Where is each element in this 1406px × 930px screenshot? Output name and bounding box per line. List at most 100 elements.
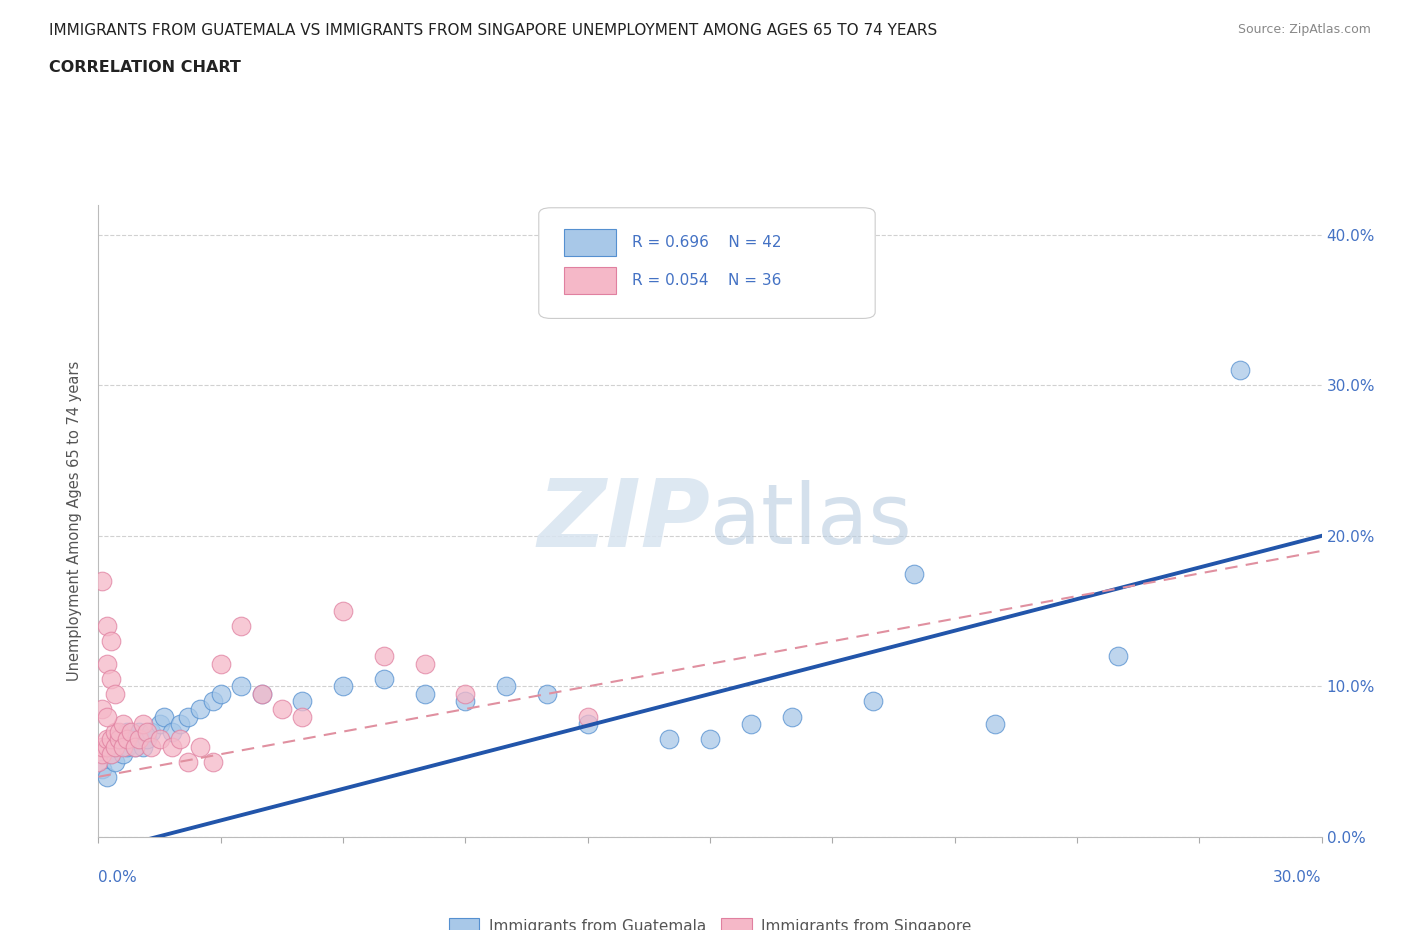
Point xyxy=(188,739,212,754)
Point xyxy=(108,724,131,739)
Point xyxy=(96,732,118,747)
Point xyxy=(658,732,681,747)
Point xyxy=(201,754,224,769)
Text: R = 0.696    N = 42: R = 0.696 N = 42 xyxy=(631,235,782,250)
Point xyxy=(231,618,253,633)
Point xyxy=(413,657,436,671)
Point xyxy=(104,739,127,754)
Point xyxy=(96,709,118,724)
Point xyxy=(87,754,110,769)
Point xyxy=(100,747,122,762)
Text: atlas: atlas xyxy=(710,480,911,562)
Point xyxy=(149,717,172,732)
Text: IMMIGRANTS FROM GUATEMALA VS IMMIGRANTS FROM SINGAPORE UNEMPLOYMENT AMONG AGES 6: IMMIGRANTS FROM GUATEMALA VS IMMIGRANTS … xyxy=(49,23,938,38)
Point xyxy=(413,686,436,701)
Point xyxy=(132,739,155,754)
Point xyxy=(209,657,232,671)
Text: 0.0%: 0.0% xyxy=(98,870,138,884)
Point xyxy=(188,701,212,716)
Point xyxy=(96,657,118,671)
Point xyxy=(177,709,200,724)
Point xyxy=(780,709,803,724)
Point xyxy=(1229,363,1251,378)
Point xyxy=(120,724,142,739)
Point xyxy=(100,747,122,762)
Point xyxy=(100,634,122,649)
Point xyxy=(111,717,134,732)
Point xyxy=(495,679,517,694)
Legend: Immigrants from Guatemala, Immigrants from Singapore: Immigrants from Guatemala, Immigrants fr… xyxy=(443,911,977,930)
Point xyxy=(576,709,599,724)
Text: R = 0.054    N = 36: R = 0.054 N = 36 xyxy=(631,273,782,288)
Point xyxy=(91,574,114,589)
Point xyxy=(169,732,191,747)
Point xyxy=(104,754,127,769)
Point xyxy=(115,732,138,747)
Point xyxy=(100,671,122,686)
Point xyxy=(108,732,131,747)
Point xyxy=(128,732,150,747)
Point xyxy=(128,724,150,739)
Point xyxy=(231,679,253,694)
Point xyxy=(291,709,314,724)
Point xyxy=(699,732,721,747)
Point xyxy=(169,717,191,732)
Point xyxy=(132,717,155,732)
Point xyxy=(115,739,138,754)
Point xyxy=(104,724,127,739)
Point xyxy=(903,566,925,581)
Point xyxy=(96,618,118,633)
Point xyxy=(373,671,395,686)
Point xyxy=(141,724,163,739)
Point xyxy=(1107,649,1129,664)
Point xyxy=(536,686,558,701)
Point xyxy=(149,732,172,747)
Point xyxy=(250,686,273,701)
Point xyxy=(91,739,114,754)
FancyBboxPatch shape xyxy=(564,267,616,294)
Point xyxy=(91,747,114,762)
Text: CORRELATION CHART: CORRELATION CHART xyxy=(49,60,240,75)
Point xyxy=(454,686,477,701)
Point xyxy=(91,701,114,716)
Point xyxy=(332,604,354,618)
Point xyxy=(201,694,224,709)
Point xyxy=(250,686,273,701)
Point xyxy=(108,739,131,754)
Point xyxy=(96,769,118,784)
Point xyxy=(100,732,122,747)
Point xyxy=(454,694,477,709)
Point xyxy=(862,694,884,709)
Point xyxy=(373,649,395,664)
Point xyxy=(115,724,138,739)
FancyBboxPatch shape xyxy=(538,207,875,318)
Y-axis label: Unemployment Among Ages 65 to 74 years: Unemployment Among Ages 65 to 74 years xyxy=(67,361,83,681)
Point xyxy=(576,717,599,732)
Point xyxy=(160,739,183,754)
Point xyxy=(91,762,114,777)
Point xyxy=(124,739,146,754)
Point xyxy=(152,709,174,724)
Point xyxy=(108,732,131,747)
Point xyxy=(111,739,134,754)
Point xyxy=(104,686,127,701)
Point xyxy=(136,724,159,739)
Point xyxy=(141,739,163,754)
Point xyxy=(111,747,134,762)
Point xyxy=(740,717,762,732)
Point xyxy=(160,724,183,739)
Point xyxy=(270,701,294,716)
Point xyxy=(209,686,232,701)
Point xyxy=(120,732,142,747)
Point xyxy=(984,717,1007,732)
Point xyxy=(291,694,314,709)
Text: ZIP: ZIP xyxy=(537,475,710,566)
FancyBboxPatch shape xyxy=(564,230,616,256)
Point xyxy=(332,679,354,694)
Point xyxy=(177,754,200,769)
Point xyxy=(124,739,146,754)
Point xyxy=(96,739,118,754)
Text: 30.0%: 30.0% xyxy=(1274,870,1322,884)
Text: Source: ZipAtlas.com: Source: ZipAtlas.com xyxy=(1237,23,1371,36)
Point xyxy=(136,732,159,747)
